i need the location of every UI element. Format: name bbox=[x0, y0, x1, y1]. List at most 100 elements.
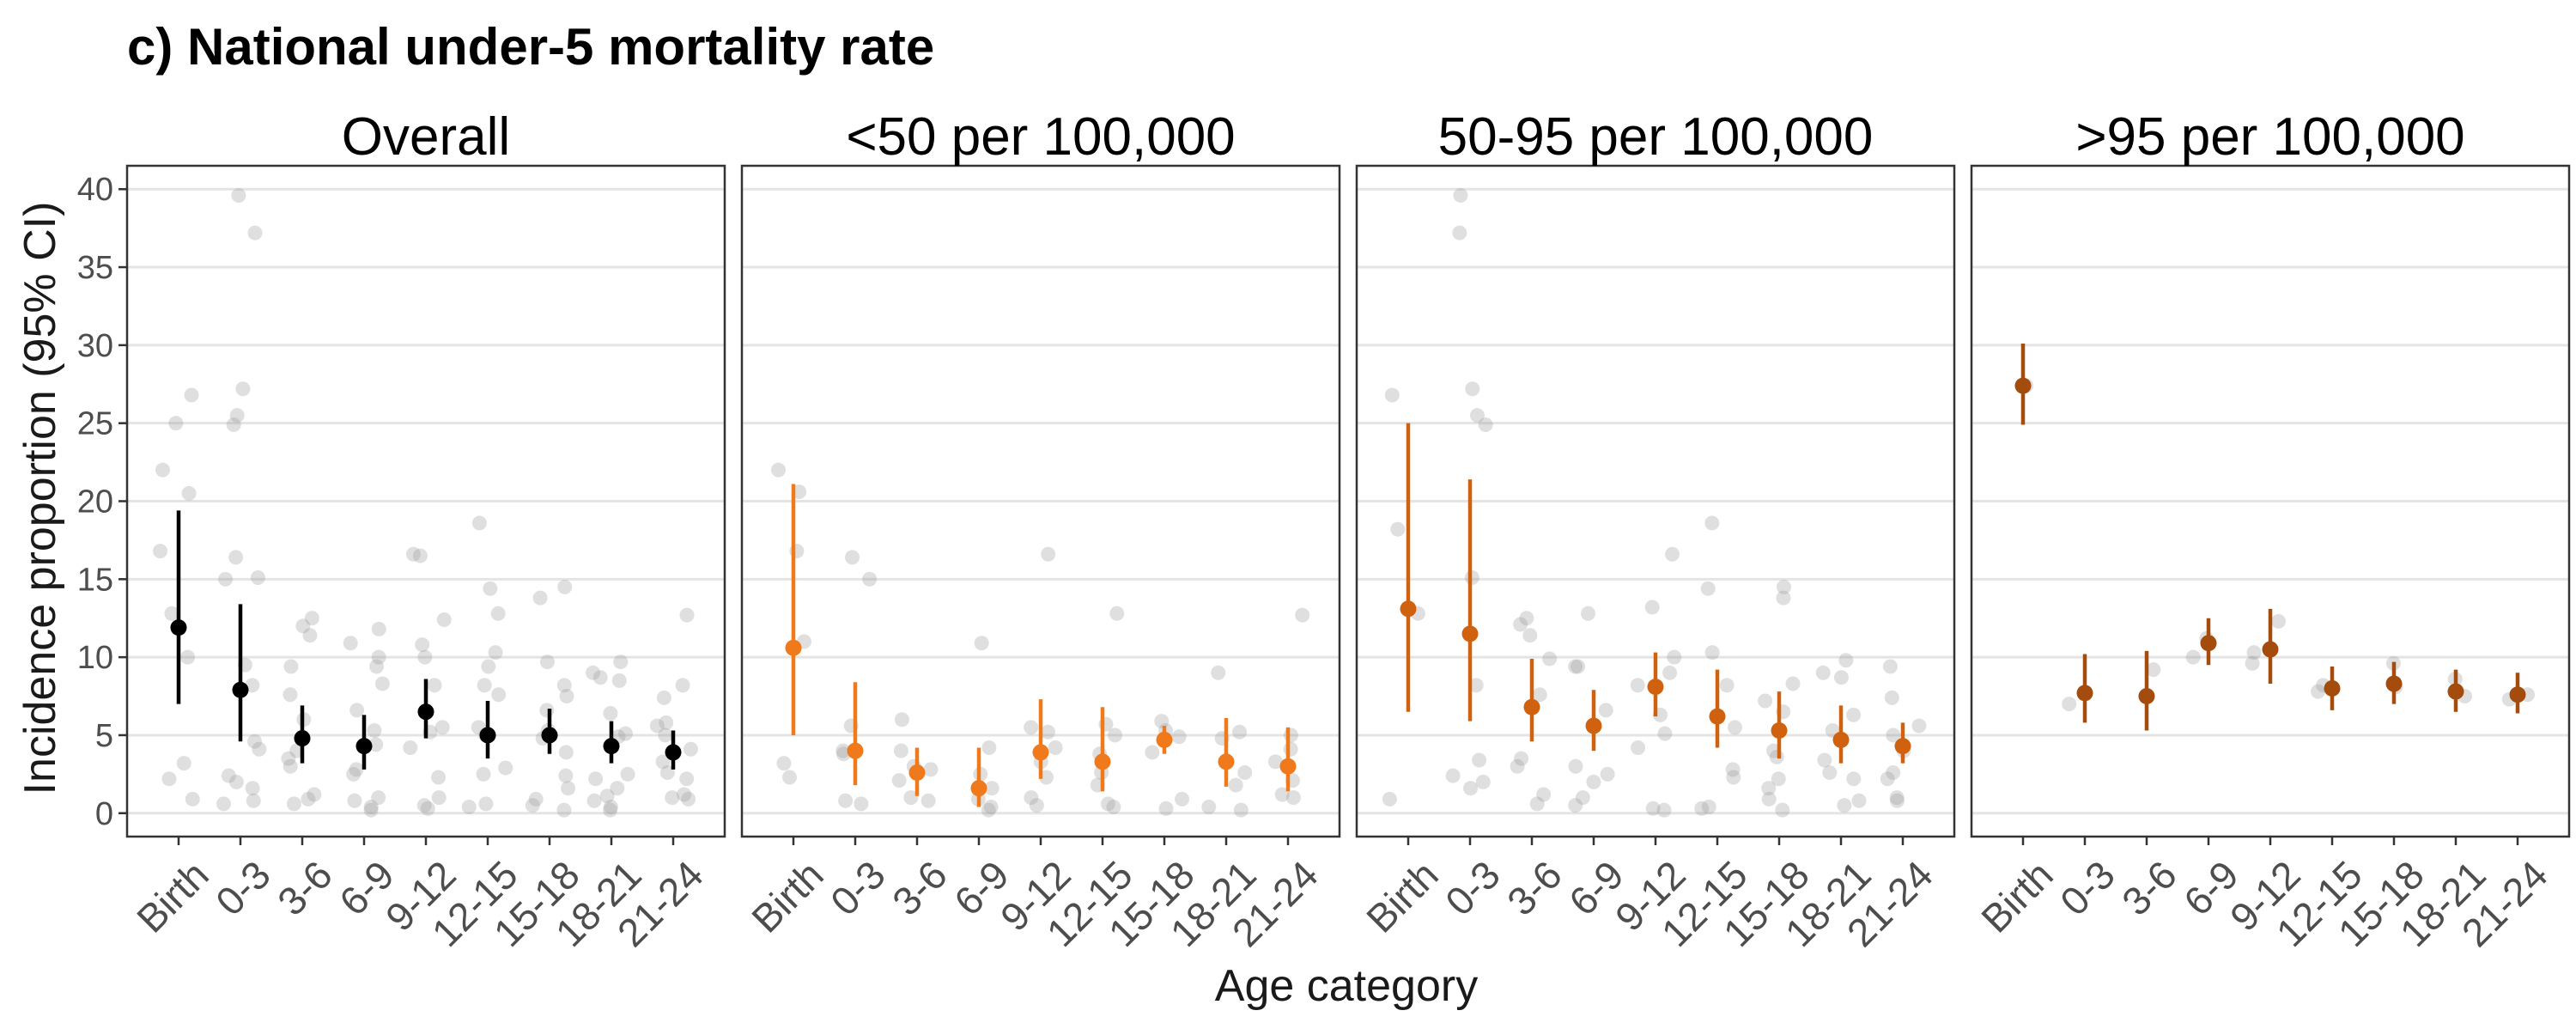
raw-data-point bbox=[1728, 720, 1743, 735]
raw-data-point bbox=[367, 722, 382, 738]
raw-data-point bbox=[218, 571, 234, 587]
estimate-point bbox=[2262, 641, 2279, 658]
estimate-point bbox=[294, 730, 311, 747]
raw-data-point bbox=[620, 766, 635, 782]
raw-data-point bbox=[1463, 781, 1479, 796]
estimate-point bbox=[1647, 679, 1664, 696]
raw-data-point bbox=[229, 408, 245, 423]
raw-data-point bbox=[286, 796, 301, 812]
raw-data-point bbox=[792, 484, 807, 500]
y-tick-label: 15 bbox=[77, 562, 113, 598]
raw-data-point bbox=[1478, 417, 1493, 433]
raw-data-point bbox=[665, 790, 680, 806]
raw-data-point bbox=[461, 799, 477, 814]
raw-data-point bbox=[675, 678, 690, 693]
raw-data-point bbox=[491, 687, 507, 703]
raw-data-point bbox=[369, 659, 385, 674]
y-axis: 0 5 10 15 20 25 30 35 40 bbox=[77, 172, 127, 832]
raw-data-point bbox=[1445, 768, 1461, 783]
raw-data-point bbox=[610, 781, 625, 796]
facet-panel: <50 per 100,000Birth0-33-66-99-1212-1515… bbox=[740, 107, 1341, 955]
estimate-point bbox=[1218, 753, 1235, 770]
raw-data-point bbox=[488, 645, 503, 661]
raw-data-point bbox=[245, 781, 260, 796]
raw-data-point bbox=[1657, 726, 1673, 741]
raw-data-point bbox=[346, 766, 361, 782]
raw-data-point bbox=[981, 802, 996, 818]
raw-data-point bbox=[412, 548, 428, 563]
estimate-point bbox=[1585, 717, 1602, 734]
raw-data-point bbox=[903, 790, 919, 806]
facet-panel: OverallBirth0-33-66-99-1212-1515-1818-21… bbox=[125, 107, 726, 955]
estimate-point bbox=[1523, 698, 1540, 715]
raw-data-point bbox=[1024, 790, 1039, 806]
raw-data-point bbox=[771, 462, 787, 478]
raw-data-point bbox=[1889, 793, 1905, 808]
raw-data-point bbox=[983, 799, 999, 814]
estimate-point bbox=[847, 742, 864, 759]
raw-data-point bbox=[561, 781, 576, 796]
raw-data-point bbox=[247, 225, 263, 240]
raw-data-point bbox=[228, 550, 244, 565]
raw-data-point bbox=[1694, 801, 1710, 816]
raw-data-point bbox=[894, 712, 909, 728]
raw-data-point bbox=[1040, 724, 1055, 740]
raw-data-point bbox=[1510, 758, 1525, 774]
raw-data-point bbox=[658, 728, 673, 743]
raw-data-point bbox=[478, 796, 494, 812]
x-tick-label: 0-3 bbox=[1437, 852, 1509, 924]
raw-data-point bbox=[1201, 799, 1217, 814]
raw-data-point bbox=[228, 774, 244, 789]
raw-data-point bbox=[168, 416, 184, 431]
raw-data-point bbox=[923, 762, 939, 777]
raw-data-point bbox=[363, 799, 379, 814]
raw-data-point bbox=[416, 798, 432, 813]
raw-data-point bbox=[1631, 740, 1646, 755]
raw-data-point bbox=[1100, 796, 1115, 812]
estimate-point bbox=[1709, 708, 1726, 725]
raw-data-point bbox=[1761, 781, 1777, 796]
raw-data-point bbox=[1568, 758, 1583, 774]
raw-data-point bbox=[2245, 655, 2260, 671]
raw-data-point bbox=[155, 462, 170, 478]
facet-title: Overall bbox=[342, 107, 510, 167]
raw-data-point bbox=[184, 387, 199, 403]
raw-data-point bbox=[613, 654, 629, 670]
raw-data-point bbox=[226, 417, 241, 433]
raw-data-point bbox=[1776, 579, 1791, 594]
raw-data-point bbox=[1822, 765, 1838, 781]
raw-data-point bbox=[1542, 651, 1558, 667]
raw-data-point bbox=[838, 793, 854, 808]
raw-data-point bbox=[1571, 659, 1586, 674]
raw-data-point bbox=[1630, 678, 1645, 693]
raw-data-point bbox=[2246, 645, 2262, 661]
estimate-point bbox=[2385, 675, 2403, 692]
raw-data-point bbox=[854, 796, 869, 812]
raw-data-point bbox=[1886, 765, 1901, 781]
raw-data-point bbox=[893, 743, 908, 758]
raw-data-point bbox=[528, 791, 544, 807]
raw-data-point bbox=[920, 793, 936, 808]
raw-data-point bbox=[2185, 649, 2201, 665]
raw-data-point bbox=[1158, 801, 1174, 816]
raw-data-point bbox=[974, 636, 989, 651]
facet-panel: 50-95 per 100,000Birth0-33-66-99-1212-15… bbox=[1355, 107, 1956, 955]
raw-data-point bbox=[153, 544, 168, 559]
raw-data-point bbox=[417, 649, 433, 665]
facet-title: 50-95 per 100,000 bbox=[1438, 107, 1874, 167]
y-tick-label: 20 bbox=[77, 484, 113, 521]
raw-data-point bbox=[1761, 791, 1777, 807]
raw-data-point bbox=[1514, 751, 1529, 766]
raw-data-point bbox=[1771, 771, 1786, 787]
raw-data-point bbox=[556, 802, 572, 818]
x-tick-label: 0-3 bbox=[2051, 852, 2123, 924]
y-tick-label: 35 bbox=[77, 250, 113, 286]
raw-data-point bbox=[603, 706, 618, 721]
raw-data-point bbox=[477, 678, 492, 693]
raw-data-point bbox=[231, 188, 246, 204]
raw-data-point bbox=[659, 765, 675, 781]
estimate-point bbox=[970, 780, 987, 797]
raw-data-point bbox=[304, 611, 319, 626]
raw-data-point bbox=[1817, 752, 1832, 768]
